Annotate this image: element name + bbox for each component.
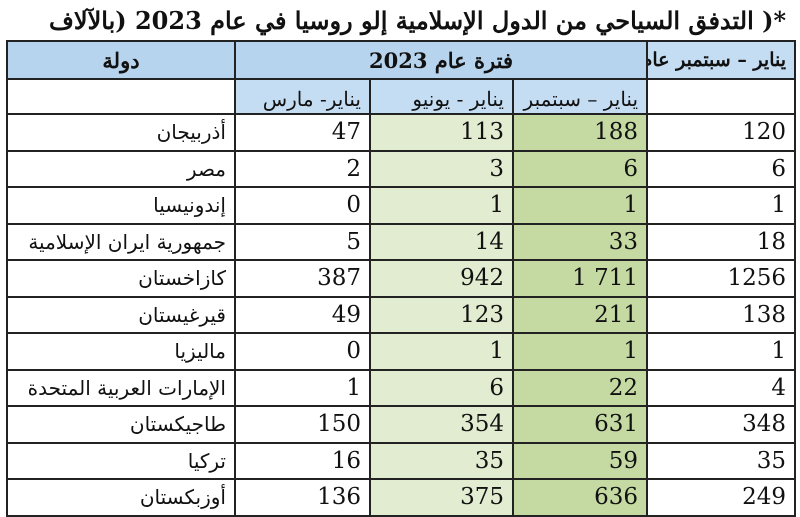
cell-jan-sep: 636 (511, 478, 649, 517)
cell-jan-sep: 59 (511, 441, 649, 480)
subheader-sep: يناير – سبتمبر (511, 78, 649, 115)
cell-jan-jun: 375 (369, 478, 514, 517)
table-row: طاجيكستان 150 354 631 348 (6, 405, 797, 444)
cell-jan-mar: 1 (234, 368, 371, 407)
table-row: إندونيسيا 0 1 1 1 (6, 186, 797, 225)
table-row: تركيا 16 35 59 35 (6, 441, 797, 480)
cell-2022: 120 (646, 113, 797, 152)
table-row: كازاخستان 387 942 1 711 1256 (6, 259, 797, 298)
subheader-row: يناير- مارس يناير - يونيو يناير – سبتمبر (6, 78, 797, 115)
cell-jan-mar: 5 (234, 222, 371, 261)
cell-country: جمهورية ايران الإسلامية (6, 222, 236, 261)
cell-jan-mar: 2 (234, 149, 371, 188)
cell-country: تركيا (6, 441, 236, 480)
cell-jan-sep: 6 (511, 149, 649, 188)
subheader-jun: يناير - يونيو (369, 78, 514, 115)
cell-country: أوزبكستان (6, 478, 236, 517)
table-row: ماليزيا 0 1 1 1 (6, 332, 797, 371)
header-country: دولة (6, 40, 236, 80)
header-row: دولة فترة عام 2023 يناير – سبتمبر عام 20… (6, 40, 797, 80)
cell-2022: 6 (646, 149, 797, 188)
cell-country: كازاخستان (6, 259, 236, 298)
cell-jan-sep: 1 (511, 332, 649, 371)
cell-jan-jun: 1 (369, 332, 514, 371)
cell-2022: 348 (646, 405, 797, 444)
cell-country: قيرغيستان (6, 295, 236, 334)
cell-jan-mar: 387 (234, 259, 371, 298)
page-title: *( التدفق السياحي من الدول الإسلامية إلو… (49, 6, 786, 35)
cell-country: طاجيكستان (6, 405, 236, 444)
cell-jan-mar: 49 (234, 295, 371, 334)
cell-jan-sep: 22 (511, 368, 649, 407)
cell-jan-sep: 188 (511, 113, 649, 152)
cell-2022: 4 (646, 368, 797, 407)
cell-country: مصر (6, 149, 236, 188)
table-body: أذربيجان 47 113 188 120 مصر 2 3 6 6 إندونيسيا 0 1 1 1 ج… (6, 113, 797, 517)
cell-country: أذربيجان (6, 113, 236, 152)
cell-jan-jun: 1 (369, 186, 514, 225)
table-row: مصر 2 3 6 6 (6, 149, 797, 188)
cell-jan-mar: 47 (234, 113, 371, 152)
cell-jan-mar: 136 (234, 478, 371, 517)
header-period-2023: فترة عام 2023 (233, 40, 649, 80)
cell-2022: 35 (646, 441, 797, 480)
cell-jan-jun: 3 (369, 149, 514, 188)
cell-2022: 138 (646, 295, 797, 334)
cell-jan-sep: 1 711 (511, 259, 649, 298)
cell-country: الإمارات العربية المتحدة (6, 368, 236, 407)
cell-jan-jun: 14 (369, 222, 514, 261)
cell-jan-jun: 354 (369, 405, 514, 444)
table-row: قيرغيستان 49 123 211 138 (6, 295, 797, 334)
cell-country: إندونيسيا (6, 186, 236, 225)
cell-2022: 1 (646, 332, 797, 371)
cell-jan-sep: 1 (511, 186, 649, 225)
cell-2022: 1256 (646, 259, 797, 298)
cell-jan-sep: 211 (511, 295, 649, 334)
cell-jan-mar: 16 (234, 441, 371, 480)
cell-jan-jun: 123 (369, 295, 514, 334)
cell-jan-mar: 0 (234, 186, 371, 225)
cell-2022: 249 (646, 478, 797, 517)
header-2022: يناير – سبتمبر عام 2022 (646, 40, 797, 80)
table-row: أوزبكستان 136 375 636 249 (6, 478, 797, 517)
cell-jan-jun: 35 (369, 441, 514, 480)
cell-jan-jun: 113 (369, 113, 514, 152)
cell-jan-sep: 631 (511, 405, 649, 444)
cell-jan-mar: 0 (234, 332, 371, 371)
table-row: أذربيجان 47 113 188 120 (6, 113, 797, 152)
header-period-2023-label: فترة عام 2023 (369, 47, 513, 73)
cell-jan-sep: 33 (511, 222, 649, 261)
subheader-country-empty (6, 78, 236, 115)
subheader-mar: يناير- مارس (234, 78, 371, 115)
cell-2022: 18 (646, 222, 797, 261)
cell-jan-jun: 6 (369, 368, 514, 407)
subheader-2022-empty (646, 78, 797, 115)
table-row: الإمارات العربية المتحدة 1 6 22 4 (6, 368, 797, 407)
tourism-table: دولة فترة عام 2023 يناير – سبتمبر عام 20… (6, 40, 797, 517)
cell-jan-jun: 942 (369, 259, 514, 298)
cell-jan-mar: 150 (234, 405, 371, 444)
cell-country: ماليزيا (6, 332, 236, 371)
cell-2022: 1 (646, 186, 797, 225)
table-row: جمهورية ايران الإسلامية 5 14 33 18 (6, 222, 797, 261)
